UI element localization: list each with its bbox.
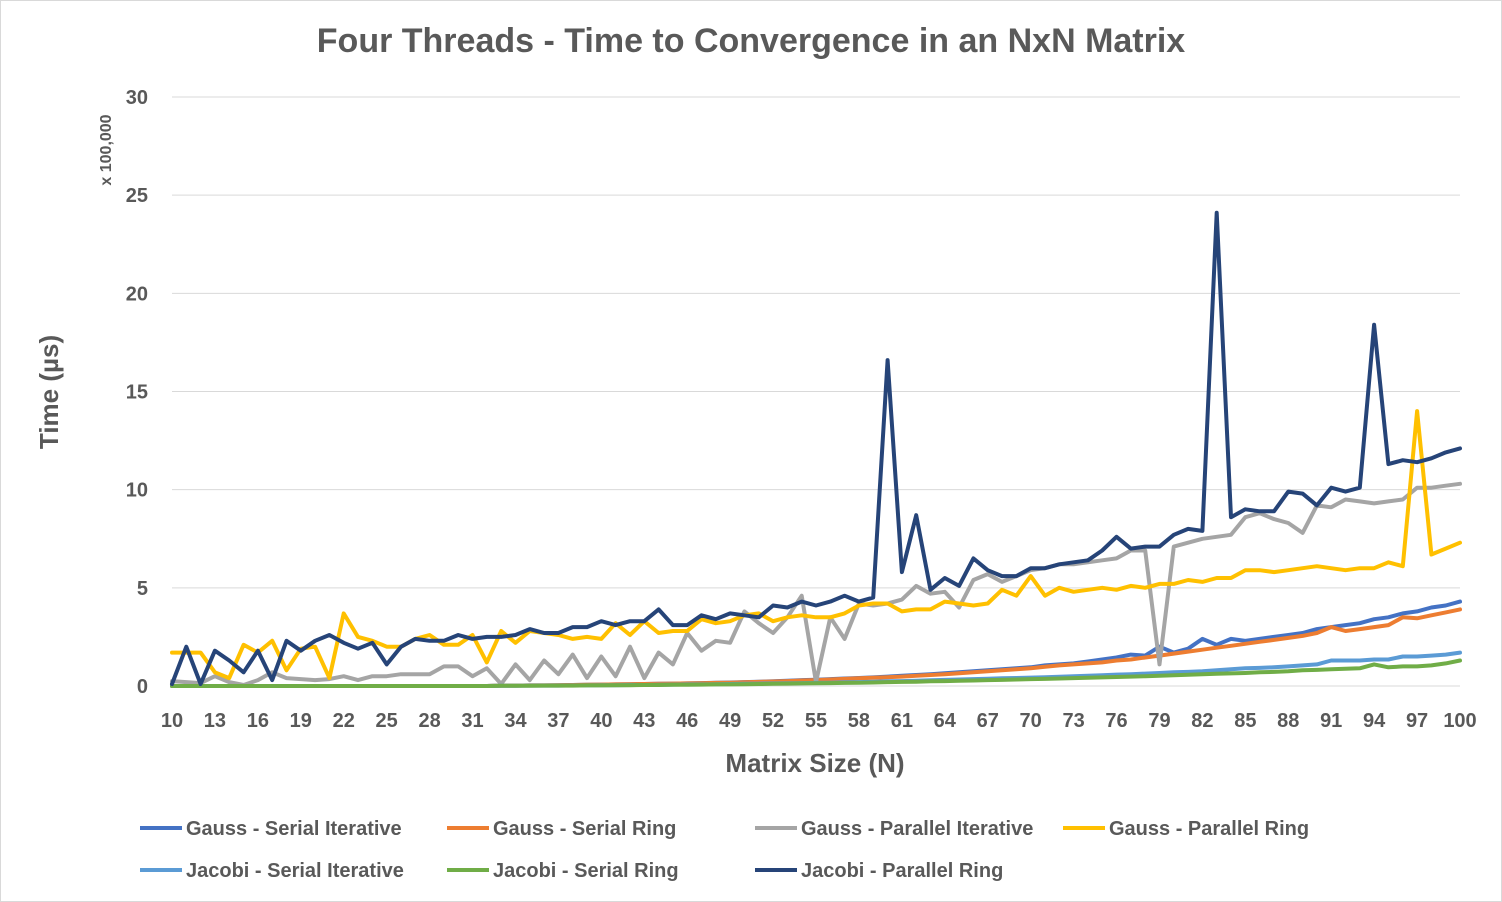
x-tick-label: 10 [161, 710, 183, 732]
x-tick-label: 58 [848, 710, 870, 732]
legend-label: Jacobi - Serial Ring [493, 860, 679, 882]
y-tick-labels: 0 5 10 15 20 25 30 [126, 87, 148, 698]
x-tick-label: 13 [204, 710, 226, 732]
series-lines [170, 210, 1462, 688]
x-tick-label: 49 [719, 710, 741, 732]
y-tick-label: 15 [126, 382, 148, 404]
y-tick-label: 10 [126, 480, 148, 502]
series-line-2 [170, 481, 1462, 687]
x-tick-label: 91 [1320, 710, 1342, 732]
chart-title: Four Threads - Time to Convergence in an… [316, 22, 1186, 60]
x-tick-label: 16 [247, 710, 269, 732]
x-tick-labels: 10 13 16 19 22 25 28 31 34 37 40 43 46 49 52 55 58 61 64 67… [161, 710, 1477, 732]
x-tick-label: 55 [805, 710, 827, 732]
legend-label: Gauss - Serial Iterative [186, 818, 402, 840]
legend-label: Gauss - Parallel Iterative [801, 818, 1033, 840]
x-tick-label: 73 [1062, 710, 1084, 732]
series-line-5 [170, 658, 1462, 688]
x-tick-label: 31 [461, 710, 483, 732]
series-line-3 [170, 409, 1462, 681]
y-tick-label: 20 [126, 283, 148, 305]
x-tick-label: 34 [504, 710, 527, 732]
y-axis-unit-label: x 100,000 [98, 114, 115, 185]
legend-label: Jacobi - Serial Iterative [186, 860, 404, 882]
y-tick-label: 30 [126, 87, 148, 109]
y-tick-label: 5 [137, 578, 148, 600]
x-tick-label: 97 [1406, 710, 1428, 732]
series-line-6 [170, 210, 1462, 686]
x-tick-label: 82 [1191, 710, 1213, 732]
x-tick-label: 85 [1234, 710, 1256, 732]
x-tick-label: 46 [676, 710, 698, 732]
y-tick-label: 0 [137, 676, 148, 698]
x-tick-label: 37 [547, 710, 569, 732]
x-tick-label: 25 [376, 710, 398, 732]
series-line-4 [170, 650, 1462, 688]
y-tick-label: 25 [126, 185, 148, 207]
x-tick-label: 67 [977, 710, 999, 732]
x-tick-label: 52 [762, 710, 784, 732]
x-tick-label: 43 [633, 710, 655, 732]
legend-label: Gauss - Serial Ring [493, 818, 676, 840]
x-tick-label: 79 [1148, 710, 1170, 732]
gridlines [172, 96, 1460, 687]
legend-label: Jacobi - Parallel Ring [801, 860, 1003, 882]
x-axis-title: Matrix Size (N) [725, 748, 904, 778]
x-tick-label: 28 [418, 710, 440, 732]
x-tick-label: 40 [590, 710, 612, 732]
x-tick-label: 19 [290, 710, 312, 732]
x-tick-label: 94 [1363, 710, 1386, 732]
y-axis-title: Time (µs) [34, 335, 64, 449]
x-tick-label: 64 [934, 710, 957, 732]
x-tick-label: 88 [1277, 710, 1299, 732]
x-tick-label: 61 [891, 710, 913, 732]
x-tick-label: 100 [1443, 710, 1476, 732]
legend-label: Gauss - Parallel Ring [1109, 818, 1309, 840]
x-tick-label: 76 [1105, 710, 1127, 732]
x-tick-label: 70 [1020, 710, 1042, 732]
x-tick-label: 22 [333, 710, 355, 732]
legend: Gauss - Serial Iterative Gauss - Serial R… [140, 818, 1309, 882]
